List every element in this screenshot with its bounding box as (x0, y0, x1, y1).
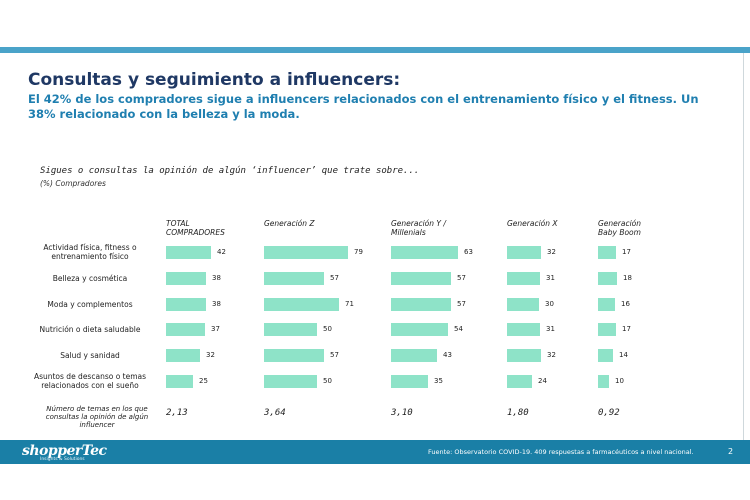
data-label: 16 (621, 300, 630, 308)
summary-label: Número de temas en los que consultas la … (45, 405, 149, 429)
footer-bar (0, 440, 750, 464)
bar (264, 375, 317, 388)
category-label: Moda y complementos (47, 299, 133, 309)
slide-title: Consultas y seguimiento a influencers: (28, 70, 401, 90)
bar (264, 272, 324, 285)
summary-value: 0,92 (598, 408, 620, 418)
category-label: Asuntos de descanso o temas relacionados… (33, 372, 147, 390)
summary-value: 3,10 (391, 408, 413, 418)
bar (166, 349, 200, 362)
data-label: 18 (623, 274, 632, 282)
data-label: 38 (212, 300, 221, 308)
bar (507, 246, 541, 259)
data-label: 31 (546, 325, 555, 333)
summary-value: 1,80 (507, 408, 529, 418)
category-label: Nutrición o dieta saludable (39, 324, 141, 334)
summary-value: 3,64 (264, 408, 286, 418)
bar (391, 246, 458, 259)
bar (598, 323, 616, 336)
bar (264, 349, 324, 362)
category-label: Actividad física, fitness o entrenamient… (43, 243, 137, 261)
shoppertec-logo: shopperTec (22, 443, 107, 459)
data-label: 57 (457, 300, 466, 308)
data-label: 24 (538, 377, 547, 385)
slide-subtitle: El 42% de los compradores sigue a influe… (28, 92, 699, 121)
bar (598, 246, 616, 259)
category-label: Belleza y cosmética (52, 273, 128, 283)
bar (264, 246, 348, 259)
column-header: Generación X (507, 219, 558, 228)
bar (391, 375, 428, 388)
bar (391, 349, 437, 362)
chart-base-label: (%) Compradores (40, 179, 106, 188)
data-label: 57 (330, 351, 339, 359)
data-label: 30 (545, 300, 554, 308)
data-label: 42 (217, 248, 226, 256)
data-label: 79 (354, 248, 363, 256)
data-label: 57 (457, 274, 466, 282)
bar (598, 272, 617, 285)
data-label: 43 (443, 351, 452, 359)
data-label: 17 (622, 325, 631, 333)
data-label: 32 (547, 351, 556, 359)
bar (166, 323, 205, 336)
data-label: 10 (615, 377, 624, 385)
logo-tagline: Insights & Solutions (40, 457, 85, 462)
bar (391, 298, 451, 311)
column-header: TOTAL COMPRADORES (166, 219, 225, 237)
data-label: 63 (464, 248, 473, 256)
bar (507, 375, 532, 388)
source-note: Fuente: Observatorio COVID-19. 409 respu… (428, 448, 694, 456)
bar (166, 246, 211, 259)
category-label: Salud y sanidad (60, 350, 120, 360)
summary-value: 2,13 (166, 408, 188, 418)
bar (598, 349, 613, 362)
bar (598, 375, 609, 388)
slide-edge (743, 53, 744, 440)
bar (166, 375, 193, 388)
data-label: 38 (212, 274, 221, 282)
bar (166, 298, 206, 311)
data-label: 57 (330, 274, 339, 282)
top-accent-bar (0, 47, 750, 53)
data-label: 50 (323, 377, 332, 385)
data-label: 37 (211, 325, 220, 333)
data-label: 31 (546, 274, 555, 282)
bar (391, 323, 448, 336)
data-label: 32 (206, 351, 215, 359)
data-label: 32 (547, 248, 556, 256)
bar (507, 272, 540, 285)
data-label: 50 (323, 325, 332, 333)
data-label: 54 (454, 325, 463, 333)
bar (391, 272, 451, 285)
bar (166, 272, 206, 285)
data-label: 71 (345, 300, 354, 308)
data-label: 25 (199, 377, 208, 385)
data-label: 14 (619, 351, 628, 359)
column-header: Generación Z (264, 219, 315, 228)
page-number: 2 (728, 447, 734, 456)
bar (264, 323, 317, 336)
bar (264, 298, 339, 311)
bar (598, 298, 615, 311)
bar (507, 349, 541, 362)
column-header: Generación Y / Millenials (391, 219, 446, 237)
bar (507, 298, 539, 311)
bar (507, 323, 540, 336)
column-header: Generación Baby Boom (598, 219, 642, 237)
chart-title: Sigues o consultas la opinión de algún ‘… (40, 166, 420, 176)
data-label: 35 (434, 377, 443, 385)
data-label: 17 (622, 248, 631, 256)
